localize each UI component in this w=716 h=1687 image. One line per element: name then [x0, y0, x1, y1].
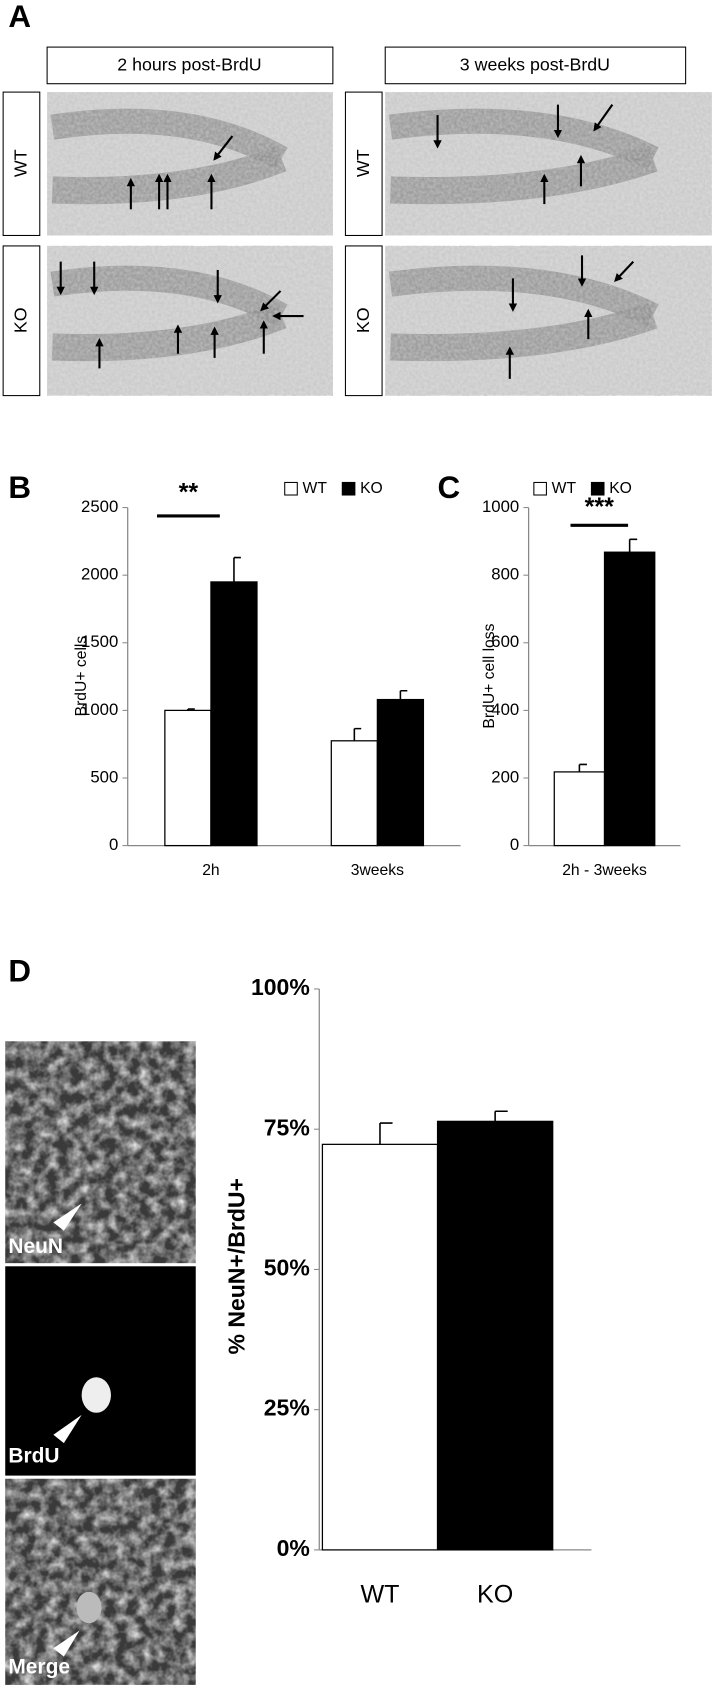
fluorescence-images: [5, 1041, 196, 1685]
y-axis-label: BrdU+ cell loss: [481, 623, 498, 728]
legend-label: KO: [609, 480, 632, 497]
image-label: Merge: [8, 1656, 70, 1679]
header-box: [384, 46, 687, 85]
texture: [47, 245, 333, 396]
y-tick-label: 0: [109, 835, 118, 854]
arrow: [260, 290, 282, 312]
micrographs: [47, 92, 712, 396]
x-tick-label: KO: [477, 1581, 513, 1609]
y-tick-label: 500: [90, 767, 118, 786]
y-tick-label: 800: [491, 565, 519, 584]
arrow: [213, 135, 234, 161]
error-bar: [379, 1122, 393, 1145]
column-header: 2 hours post-BrdU: [117, 55, 261, 75]
error-bar: [353, 727, 362, 741]
panel-label: B: [8, 470, 31, 505]
bar: [603, 551, 656, 847]
error-bar: [233, 556, 241, 582]
bar: [210, 581, 258, 847]
row-box: [344, 91, 383, 236]
significance-label: ***: [585, 493, 615, 521]
fluorescence-image: [5, 1266, 196, 1476]
x-tick-label: 2h - 3weeks: [562, 862, 647, 879]
image-label: BrdU: [8, 1444, 59, 1467]
row-label: KO: [11, 307, 31, 333]
panel-label: C: [438, 470, 461, 505]
bar: [321, 1143, 439, 1551]
error-bar: [494, 1110, 508, 1122]
arrow: [593, 104, 614, 132]
arrow: [614, 260, 635, 282]
bar: [164, 709, 212, 847]
arrowhead: [53, 1414, 82, 1444]
bar: [436, 1120, 554, 1551]
x-tick-label: WT: [360, 1581, 399, 1609]
y-tick-label: 25%: [264, 1395, 310, 1421]
texture: [5, 1478, 196, 1685]
error-bar: [399, 689, 408, 700]
legend-label: KO: [360, 480, 383, 497]
column-header: 3 weeks post-BrdU: [460, 55, 610, 75]
y-tick-label: 1500: [81, 632, 118, 651]
header-box: [46, 46, 334, 85]
y-tick-label: 50%: [264, 1255, 310, 1281]
y-tick-label: 400: [491, 700, 519, 719]
significance-label: **: [179, 479, 199, 507]
image-label: NeuN: [8, 1235, 63, 1258]
texture: [385, 245, 712, 396]
legend-swatch: [341, 481, 356, 496]
bar: [330, 740, 378, 847]
y-axis-label: BrdU+ cells: [73, 636, 90, 717]
y-tick-label: 75%: [264, 1114, 310, 1140]
row-label: KO: [353, 307, 373, 333]
y-tick-label: 0%: [277, 1535, 310, 1561]
legend-swatch: [284, 481, 298, 496]
y-tick-label: 200: [491, 767, 519, 786]
error-bar: [187, 708, 195, 711]
x-tick-label: 3weeks: [351, 862, 404, 879]
brdu-nucleus: [81, 1377, 111, 1413]
bar: [553, 771, 606, 847]
bar: [376, 698, 425, 847]
y-tick-label: 100%: [251, 974, 310, 1000]
y-tick-label: 2500: [81, 497, 118, 516]
y-tick-label: 600: [491, 632, 519, 651]
row-label: WT: [353, 149, 373, 177]
texture: [385, 92, 712, 236]
row-box: [2, 245, 41, 397]
row-box: [2, 91, 41, 236]
y-tick-label: 2000: [81, 565, 118, 584]
error-bar: [578, 763, 587, 772]
legend-swatch: [590, 481, 605, 496]
arrowhead: [53, 1203, 82, 1231]
panel-label: A: [8, 0, 31, 34]
texture: [5, 1041, 196, 1264]
legend-label: WT: [552, 480, 577, 497]
brdu-nucleus: [76, 1591, 102, 1624]
y-tick-label: 1000: [81, 700, 118, 719]
row-box: [344, 245, 383, 397]
arrowhead: [53, 1630, 80, 1657]
y-axis-label: % NeuN+/BrdU+: [224, 1178, 250, 1354]
panel-label: D: [8, 954, 31, 989]
x-tick-label: 2h: [202, 862, 219, 879]
row-label: WT: [11, 149, 31, 177]
texture: [47, 92, 333, 236]
legend-label: WT: [303, 480, 328, 497]
y-tick-label: 1000: [482, 497, 519, 516]
legend-swatch: [533, 481, 547, 496]
error-bar: [628, 538, 638, 553]
y-tick-label: 0: [510, 835, 519, 854]
